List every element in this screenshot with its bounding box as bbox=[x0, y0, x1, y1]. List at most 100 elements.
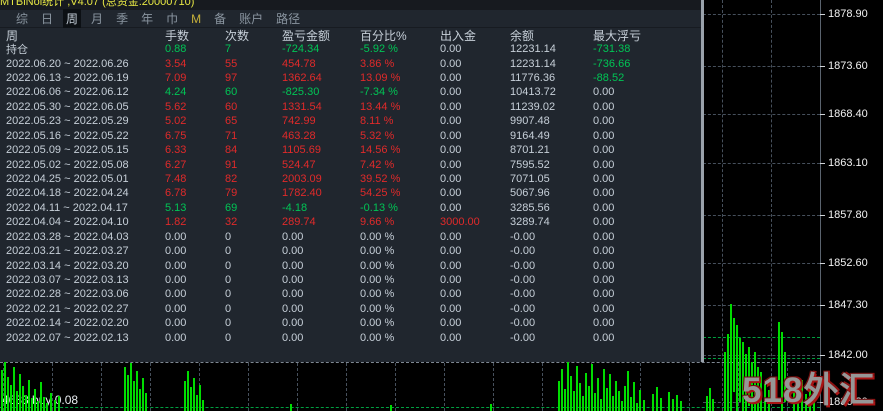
stats-cell: 0.00 bbox=[593, 273, 615, 286]
stats-cell: 0 bbox=[225, 259, 232, 272]
volume-bar bbox=[43, 397, 45, 411]
stats-cell: 0.00 bbox=[593, 115, 615, 128]
menu-item-7[interactable]: 巾 bbox=[166, 12, 179, 26]
gridline bbox=[150, 363, 151, 411]
stats-cell: 6.75 bbox=[165, 129, 187, 142]
menu-item-5[interactable]: 季 bbox=[116, 12, 129, 26]
stats-cell: 1105.69 bbox=[282, 144, 321, 157]
menu-item-8[interactable]: M bbox=[191, 11, 202, 26]
stats-cell: 9164.49 bbox=[510, 129, 550, 142]
stats-cell: 1362.64 bbox=[282, 72, 322, 85]
period-cell: 2022.02.07 ~ 2022.02.13 bbox=[6, 331, 129, 344]
stats-cell: 0.00 bbox=[165, 331, 187, 344]
stats-cell: 463.28 bbox=[282, 129, 316, 142]
price-bar bbox=[745, 354, 747, 411]
stats-cell: 0.00 bbox=[440, 331, 462, 344]
gridline bbox=[640, 363, 641, 411]
price-bar bbox=[736, 325, 738, 411]
stats-cell: 65 bbox=[225, 115, 238, 128]
gridline bbox=[703, 305, 820, 306]
menu-item-2[interactable]: 日 bbox=[41, 12, 54, 26]
volume-bar bbox=[591, 364, 593, 411]
stats-cell: -724.34 bbox=[282, 43, 320, 56]
stats-row: 2022.05.02 ~ 2022.05.08 6.27 91 524.47 7.42 … bbox=[0, 157, 703, 171]
stats-cell: 0.00 bbox=[440, 129, 462, 142]
stats-row: 2022.02.28 ~ 2022.03.06 0.00 0 0.00 0.00 % 0.… bbox=[0, 287, 703, 301]
gridline bbox=[346, 363, 347, 411]
menu-item-4[interactable]: 月 bbox=[91, 12, 104, 26]
menu-item-3[interactable]: 周 bbox=[63, 9, 82, 28]
period-cell: 2022.06.06 ~ 2022.06.12 bbox=[6, 86, 129, 99]
stats-cell: 0.00 % bbox=[360, 259, 395, 272]
stats-cell: 0 bbox=[225, 273, 232, 286]
volume-bar bbox=[627, 371, 629, 411]
volume-bar bbox=[621, 401, 623, 411]
axis-tick bbox=[820, 305, 825, 306]
stats-cell: 0.00 bbox=[593, 230, 615, 243]
stats-cell: 524.47 bbox=[282, 158, 316, 171]
stats-cell: 3.54 bbox=[165, 57, 187, 70]
price-bar bbox=[751, 362, 753, 411]
gridline bbox=[395, 363, 396, 411]
price-label: 1868.40 bbox=[828, 108, 868, 120]
price-bar bbox=[805, 394, 807, 411]
volume-bar bbox=[652, 394, 654, 411]
price-bar bbox=[809, 388, 811, 411]
header-row: 周 手数 次数 盈亏金额 百分比% 出入金 余额 最大浮亏 bbox=[0, 28, 703, 43]
stats-cell: 0.00 bbox=[165, 230, 187, 243]
menu-item-10[interactable]: 账户 bbox=[239, 12, 264, 26]
volume-bar bbox=[573, 391, 575, 411]
volume-bar bbox=[561, 369, 563, 411]
stats-cell: 0.00 bbox=[282, 302, 304, 315]
volume-bar bbox=[1, 370, 3, 411]
stats-cell: -5.92 % bbox=[360, 43, 398, 56]
stats-cell: 39.52 % bbox=[360, 173, 401, 185]
volume-bar bbox=[676, 395, 678, 411]
stats-cell: 0.00 bbox=[440, 173, 462, 185]
volume-bar bbox=[28, 380, 30, 411]
stats-cell: 60 bbox=[225, 100, 238, 113]
stats-cell: 32 bbox=[225, 216, 238, 229]
stats-cell: -0.00 bbox=[510, 302, 536, 315]
stats-cell: 0.00 % bbox=[360, 302, 395, 315]
volume-bar bbox=[680, 401, 682, 411]
period-cell: 2022.06.13 ~ 2022.06.19 bbox=[6, 72, 129, 85]
menu-item-11[interactable]: 路径 bbox=[276, 12, 301, 26]
menu-item-9[interactable]: 备 bbox=[214, 12, 227, 26]
menu-item-1[interactable]: 综 bbox=[16, 12, 29, 26]
gridline bbox=[297, 363, 298, 411]
gridline bbox=[703, 163, 820, 164]
volume-bar bbox=[54, 400, 56, 411]
price-label: 1873.60 bbox=[828, 60, 868, 72]
stats-cell: 0.00 bbox=[440, 115, 462, 128]
price-level-line bbox=[703, 358, 820, 359]
gridline bbox=[444, 363, 445, 411]
stats-cell: 742.99 bbox=[282, 115, 316, 128]
stats-cell: 7595.52 bbox=[510, 158, 550, 171]
volume-bar bbox=[490, 404, 492, 411]
volume-bar bbox=[40, 382, 42, 411]
volume-bar bbox=[582, 396, 584, 411]
volume-bar bbox=[133, 381, 135, 411]
gridline bbox=[248, 363, 249, 411]
menu-item-6[interactable]: 年 bbox=[141, 12, 154, 26]
stats-row: 2022.04.18 ~ 2022.04.24 6.78 79 1782.40 54.2… bbox=[0, 186, 703, 200]
gridline bbox=[703, 66, 820, 67]
price-bar bbox=[730, 304, 732, 411]
table-body: 持仓 0.88 7 -724.34 -5.92 % 0.00 12231.14 -731.38… bbox=[0, 42, 703, 345]
axis-tick bbox=[820, 215, 825, 216]
stats-cell: 0 bbox=[225, 288, 232, 301]
stats-cell: 0.00 bbox=[593, 302, 615, 315]
stats-cell: 0.00 bbox=[440, 317, 462, 330]
gridline bbox=[703, 14, 820, 15]
price-bar bbox=[768, 390, 770, 411]
stats-cell: 2003.09 bbox=[282, 173, 322, 185]
volume-bar bbox=[633, 382, 635, 411]
price-bar bbox=[724, 352, 726, 411]
watermark: 518外汇网 bbox=[742, 371, 876, 410]
stats-cell: 1.82 bbox=[165, 216, 187, 229]
volume-bar bbox=[4, 361, 6, 411]
stats-row: 2022.04.25 ~ 2022.05.01 7.48 82 2003.09 39.5… bbox=[0, 172, 703, 186]
